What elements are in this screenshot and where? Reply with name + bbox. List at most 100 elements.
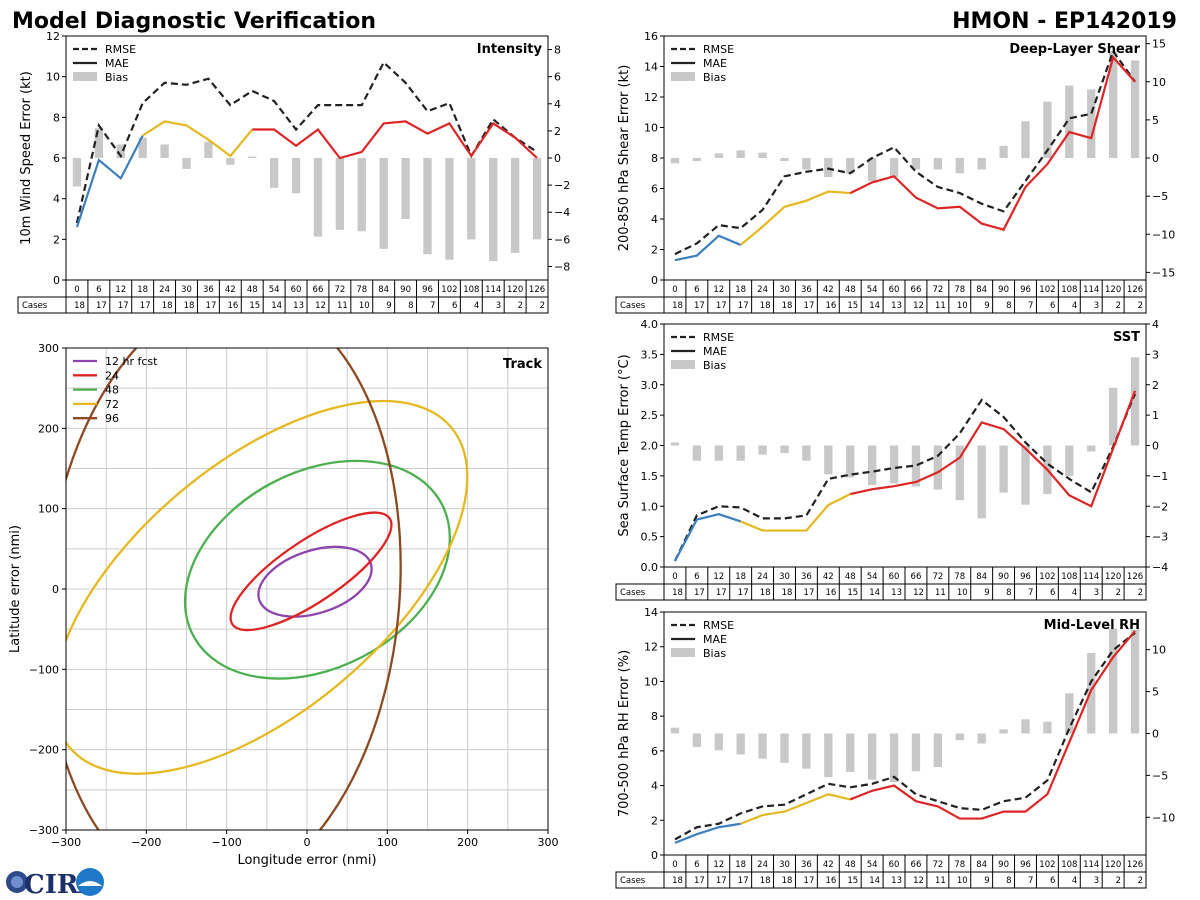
y-tick-label: 4 bbox=[651, 213, 658, 226]
bias-bar-126 bbox=[1130, 629, 1140, 734]
forecast-hour-48: 48 bbox=[247, 285, 258, 295]
bias-bar-108 bbox=[1065, 693, 1074, 734]
mae-line-segment-2 bbox=[739, 190, 851, 246]
forecast-hour-90: 90 bbox=[998, 860, 1009, 870]
legend-rmse-label: RMSE bbox=[105, 43, 136, 56]
cases-value-90: 8 bbox=[408, 301, 413, 311]
y2-tick-label: −4 bbox=[554, 206, 570, 219]
forecast-hour-0: 0 bbox=[672, 285, 677, 295]
cases-value-102: 6 bbox=[1050, 588, 1055, 598]
figure-title: Model Diagnostic Verification bbox=[12, 9, 376, 34]
cases-value-84: 9 bbox=[984, 301, 989, 311]
bias-bar-18 bbox=[138, 137, 147, 158]
forecast-hour-6: 6 bbox=[694, 572, 699, 582]
y2-tick-label: −8 bbox=[554, 260, 570, 273]
mae-line-segment-3 bbox=[849, 630, 1136, 820]
forecast-hour-18: 18 bbox=[137, 285, 148, 295]
y-tick-label: 10 bbox=[46, 71, 60, 84]
cases-value-60: 13 bbox=[891, 588, 902, 598]
bias-bar-108 bbox=[1065, 85, 1074, 158]
bias-bar-102 bbox=[445, 158, 454, 260]
legend-bias-swatch bbox=[671, 72, 695, 81]
y-tick-label: 200 bbox=[38, 422, 59, 435]
bias-bar-114 bbox=[489, 158, 498, 262]
cases-value-114: 3 bbox=[1094, 588, 1099, 598]
cases-label: Cases bbox=[22, 301, 48, 311]
bias-bar-72 bbox=[933, 445, 943, 490]
rmse-line bbox=[75, 60, 538, 224]
legend-bias-swatch bbox=[671, 360, 695, 369]
cases-value-66: 12 bbox=[913, 301, 924, 311]
cases-value-42: 16 bbox=[825, 301, 836, 311]
y-tick-label: 1.5 bbox=[641, 470, 659, 483]
bias-bar-30 bbox=[780, 445, 789, 454]
error-ellipse-24 bbox=[229, 511, 393, 632]
forecast-hour-102: 102 bbox=[1039, 860, 1055, 870]
y-tick-label: 3.0 bbox=[641, 379, 659, 392]
bias-bar-30 bbox=[780, 158, 789, 162]
y-tick-label: 6 bbox=[651, 745, 658, 758]
forecast-hour-78: 78 bbox=[954, 572, 965, 582]
forecast-hour-102: 102 bbox=[1039, 285, 1055, 295]
bias-bar-0 bbox=[670, 442, 680, 446]
forecast-hour-78: 78 bbox=[954, 285, 965, 295]
y-tick-label: 0 bbox=[651, 849, 658, 862]
y2-tick-label: 8 bbox=[554, 44, 561, 57]
y-tick-label: 6 bbox=[53, 152, 60, 165]
bias-bar-84 bbox=[977, 733, 986, 744]
bias-bar-78 bbox=[955, 445, 964, 501]
y2-tick-label: −5 bbox=[1152, 190, 1168, 203]
cases-value-114: 3 bbox=[1094, 876, 1099, 886]
forecast-hour-66: 66 bbox=[911, 860, 922, 870]
bias-bar-96 bbox=[1021, 445, 1030, 505]
cases-value-54: 14 bbox=[271, 301, 282, 311]
sst-panel: 0.00.51.01.52.02.53.03.54.0−4−3−2−101234… bbox=[615, 318, 1168, 601]
forecast-hour-108: 108 bbox=[1061, 572, 1077, 582]
forecast-hour-84: 84 bbox=[976, 572, 987, 582]
cases-value-30: 18 bbox=[782, 588, 793, 598]
bias-bar-78 bbox=[955, 158, 964, 174]
cases-value-0: 18 bbox=[672, 876, 683, 886]
mae-line-segment-3 bbox=[849, 390, 1137, 508]
rh-y-axis-label: 700-500 hPa RH Error (%) bbox=[617, 650, 632, 817]
y2-tick-label: −2 bbox=[554, 179, 570, 192]
forecast-hour-24: 24 bbox=[757, 572, 768, 582]
forecast-hour-72: 72 bbox=[334, 285, 345, 295]
bias-bar-60 bbox=[291, 158, 301, 194]
cases-value-36: 17 bbox=[206, 301, 217, 311]
cases-value-48: 15 bbox=[847, 301, 858, 311]
cases-value-0: 18 bbox=[672, 588, 683, 598]
forecast-hour-126: 126 bbox=[1127, 285, 1143, 295]
forecast-hour-120: 120 bbox=[1105, 572, 1121, 582]
legend-label-12: 12 hr fcst bbox=[105, 355, 158, 368]
bias-bar-120 bbox=[510, 158, 520, 253]
bias-bar-54 bbox=[867, 445, 877, 485]
y-tick-label: 8 bbox=[651, 152, 658, 165]
forecast-hour-48: 48 bbox=[845, 285, 856, 295]
shear-panel-title: Deep-Layer Shear bbox=[1009, 42, 1140, 57]
cases-value-78: 10 bbox=[957, 876, 968, 886]
forecast-hour-114: 114 bbox=[1083, 572, 1099, 582]
forecast-hour-18: 18 bbox=[735, 572, 746, 582]
forecast-hour-72: 72 bbox=[932, 860, 943, 870]
mae-line-segment-1 bbox=[673, 513, 742, 562]
y2-tick-label: 6 bbox=[554, 71, 561, 84]
forecast-hour-54: 54 bbox=[867, 572, 878, 582]
bias-bar-102 bbox=[1043, 101, 1052, 158]
mae-line-segment-3 bbox=[252, 120, 538, 160]
bias-bar-96 bbox=[1021, 121, 1030, 158]
legend-bias-label: Bias bbox=[703, 71, 726, 84]
y-tick-label: −300 bbox=[29, 824, 59, 837]
cases-value-126: 2 bbox=[1138, 876, 1143, 886]
cases-label: Cases bbox=[620, 876, 646, 886]
cases-value-12: 17 bbox=[118, 301, 129, 311]
cases-value-72: 11 bbox=[935, 876, 946, 886]
legend-label-48: 48 bbox=[105, 384, 119, 397]
bias-bar-12 bbox=[714, 733, 723, 751]
cases-value-108: 4 bbox=[1072, 876, 1077, 886]
bias-bar-0 bbox=[670, 727, 680, 734]
bias-bar-108 bbox=[1065, 445, 1074, 476]
cases-value-84: 9 bbox=[984, 588, 989, 598]
